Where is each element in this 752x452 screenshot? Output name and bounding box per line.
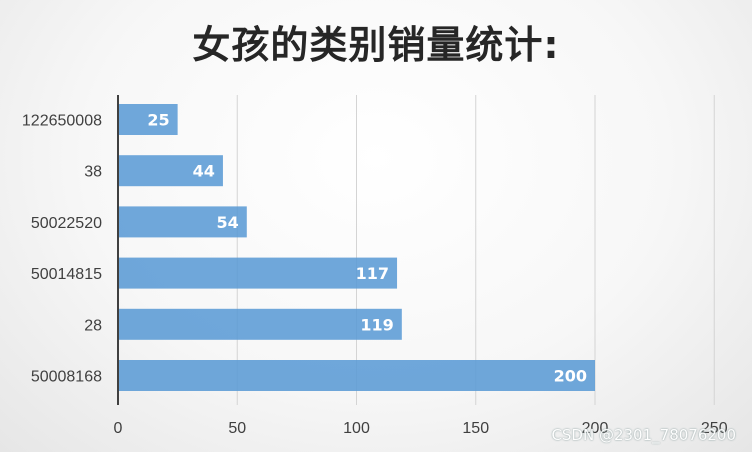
bar [118,206,247,238]
data-label: 44 [193,162,215,181]
bar [118,155,223,187]
x-tick-label: 150 [462,420,489,437]
bar [118,257,398,289]
category-label: 50022520 [31,215,102,232]
bar [118,104,178,135]
x-tick-label: 200 [582,420,609,437]
category-label: 50008168 [31,369,102,386]
category-label: 28 [84,317,102,334]
data-label: 54 [217,213,239,232]
data-label: 25 [147,111,169,130]
x-tick-label: 0 [114,420,123,437]
watermark: CSDN @2301_78076200 [551,426,736,444]
category-label: 38 [84,164,102,181]
chart-title: 女孩的类别销量统计: [192,23,560,67]
bar [118,308,402,340]
x-tick-label: 100 [343,420,370,437]
x-tick-label: 50 [228,420,246,437]
data-label: 119 [360,315,393,334]
data-label: 117 [356,264,389,283]
category-label: 50014815 [31,266,102,283]
x-tick-label: 250 [701,420,728,437]
bar [118,360,595,391]
category-label: 122650008 [22,113,102,130]
data-label: 200 [554,367,587,386]
